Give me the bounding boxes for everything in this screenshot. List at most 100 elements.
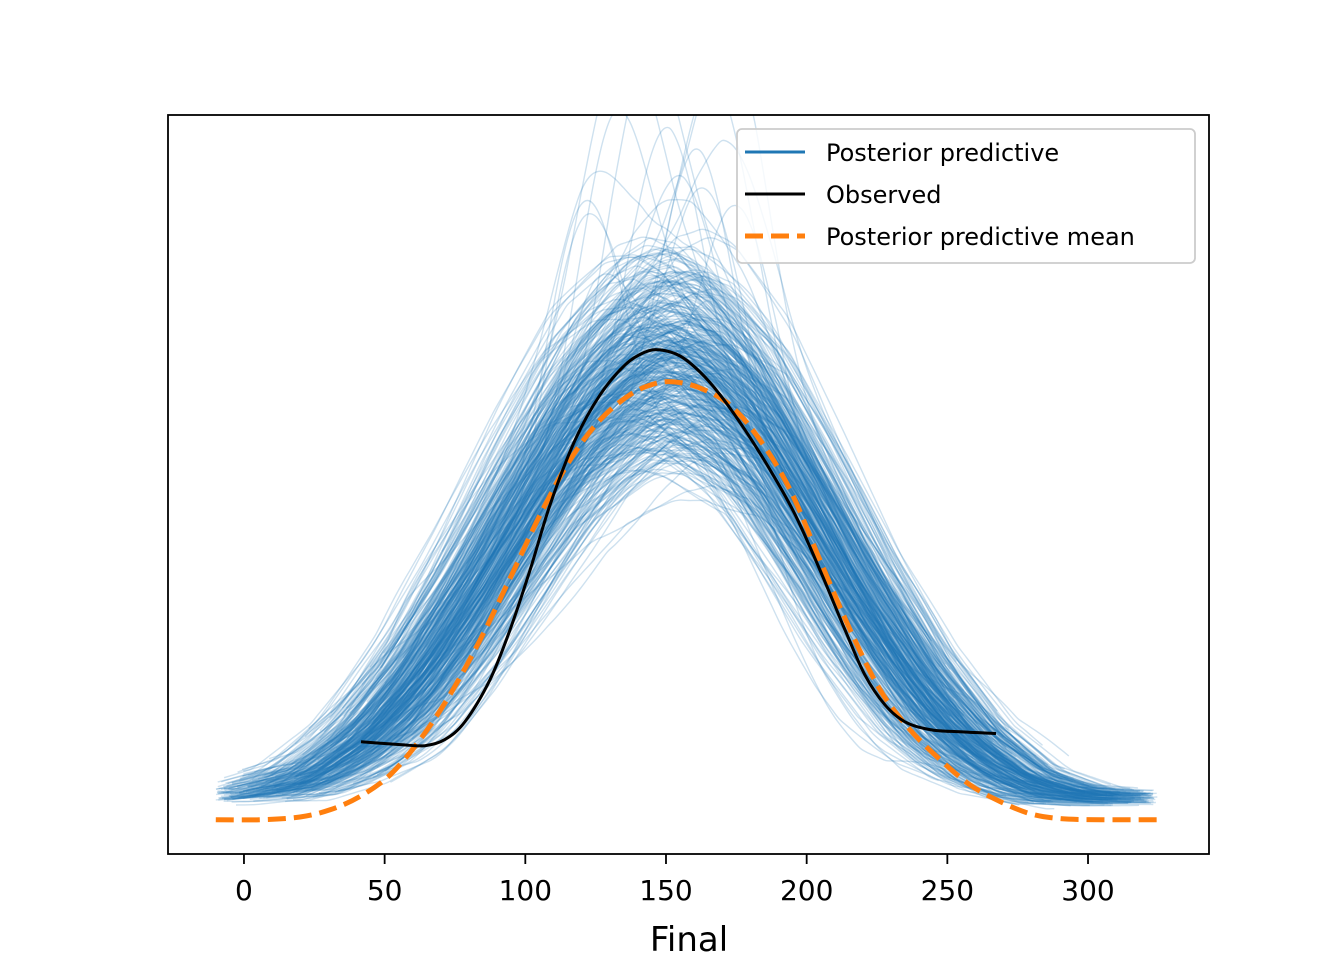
posterior-predictive-sample-curve xyxy=(329,341,1140,797)
posterior-predictive-sample-curve xyxy=(366,335,942,725)
posterior-predictive-sample-curve xyxy=(269,324,1005,782)
posterior-predictive-sample-curve xyxy=(266,470,993,799)
posterior-predictive-sample-curve xyxy=(223,429,1001,803)
posterior-predictive-sample-curve xyxy=(303,339,1013,773)
posterior-predictive-sample-curve xyxy=(252,279,1005,782)
posterior-predictive-sample-curve xyxy=(225,293,1112,796)
posterior-predictive-sample-curve xyxy=(291,376,1094,800)
legend-mean-label: Posterior predictive mean xyxy=(826,223,1135,251)
posterior-predictive-sample-curve xyxy=(363,374,947,744)
posterior-predictive-sample-curve xyxy=(367,401,1145,801)
x-tick-label: 150 xyxy=(639,874,692,907)
posterior-predictive-sample-curve xyxy=(254,287,1099,792)
posterior-predictive-sample-curve xyxy=(333,280,1094,793)
posterior-predictive-sample-curve xyxy=(390,454,1143,801)
posterior-predictive-sample-curve xyxy=(376,452,1129,804)
posterior-predictive-sample-curve xyxy=(337,372,1048,784)
posterior-predictive-sample-curve xyxy=(253,446,1132,805)
posterior-predictive-sample-curve xyxy=(346,248,1065,770)
x-tick-label: 0 xyxy=(235,874,253,907)
posterior-predictive-sample-curve xyxy=(294,199,1022,757)
posterior-predictive-sample-curve xyxy=(371,301,1073,783)
posterior-predictive-sample-curve xyxy=(298,288,958,786)
posterior-predictive-sample-curve xyxy=(232,418,1068,801)
posterior-predictive-sample-curve xyxy=(264,302,957,778)
posterior-predictive-sample-curve xyxy=(321,228,1133,790)
posterior-predictive-sample-curve xyxy=(334,377,1045,790)
posterior-predictive-sample-curve xyxy=(329,249,1107,789)
posterior-predictive-sample-curve xyxy=(425,303,942,684)
posterior-predictive-sample-curve xyxy=(304,374,1116,799)
posterior-predictive-sample-curve xyxy=(297,356,1041,789)
posterior-predictive-sample-curve xyxy=(385,358,1037,759)
posterior-predictive-sample-curve xyxy=(291,382,1044,789)
posterior-predictive-sample-curve xyxy=(254,443,939,797)
posterior-predictive-sample-curve xyxy=(275,402,1044,797)
posterior-predictive-sample-curve xyxy=(223,271,1068,789)
posterior-predictive-sample-curve xyxy=(339,375,1109,801)
posterior-predictive-sample-curve xyxy=(388,273,998,712)
posterior-predictive-sample-curve xyxy=(335,364,979,756)
posterior-predictive-sample-curve xyxy=(316,442,1110,803)
posterior-predictive-sample-curve xyxy=(349,329,1119,792)
posterior-predictive-sample-curve xyxy=(343,284,1121,793)
posterior-predictive-sample-curve xyxy=(258,336,961,787)
posterior-predictive-sample-curve xyxy=(367,271,1002,741)
posterior-predictive-sample-curve xyxy=(362,318,1056,774)
posterior-predictive-sample-curve xyxy=(395,397,1139,801)
posterior-predictive-sample-curve xyxy=(308,389,1069,794)
posterior-predictive-sample-curve xyxy=(255,399,1134,802)
posterior-predictive-sample-curve xyxy=(320,369,1056,787)
posterior-predictive-sample-curve xyxy=(264,316,1008,776)
posterior-predictive-sample-curve xyxy=(222,126,974,799)
posterior-predictive-sample-curve xyxy=(299,330,1001,777)
posterior-predictive-sample-curve xyxy=(321,415,990,788)
posterior-predictive-sample-curve xyxy=(243,298,937,775)
posterior-predictive-sample-curve xyxy=(243,298,1130,796)
posterior-predictive-sample-curve xyxy=(223,349,1044,796)
x-tick-label: 100 xyxy=(499,874,552,907)
posterior-predictive-sample-curve xyxy=(368,313,1146,795)
posterior-predictive-sample-curve xyxy=(390,364,1117,795)
posterior-predictive-sample-curve xyxy=(224,394,951,801)
posterior-predictive-sample-curve xyxy=(333,380,1145,799)
posterior-predictive-sample-curve xyxy=(410,388,1045,794)
posterior-predictive-sample-curve xyxy=(274,333,1086,795)
posterior-predictive-sample-curve xyxy=(215,420,951,796)
posterior-predictive-sample-curve xyxy=(383,244,1051,783)
legend-observed-label: Observed xyxy=(826,181,941,209)
posterior-predictive-sample-curve xyxy=(294,396,1005,790)
posterior-predictive-sample-curve xyxy=(268,323,1113,793)
posterior-predictive-sample-curve xyxy=(292,375,1019,791)
posterior-predictive-sample-curve xyxy=(398,408,1083,801)
posterior-predictive-sample-curve xyxy=(335,335,1138,797)
posterior-predictive-sample-curve xyxy=(295,319,1090,787)
legend-posterior-predictive-label: Posterior predictive xyxy=(826,139,1059,167)
posterior-predictive-sample-curve xyxy=(223,139,1010,790)
posterior-predictive-sample-curve xyxy=(375,459,1035,804)
posterior-predictive-sample-curve xyxy=(288,398,1032,788)
posterior-predictive-sample-curve xyxy=(239,400,1084,796)
posterior-predictive-sample-curve xyxy=(252,419,1055,797)
posterior-predictive-sample-curve xyxy=(255,377,999,790)
posterior-predictive-sample-curve xyxy=(217,370,1121,800)
posterior-predictive-sample-curve xyxy=(377,355,1020,785)
posterior-predictive-sample-curve xyxy=(239,273,1042,794)
posterior-predictive-sample-curve xyxy=(276,387,1155,799)
posterior-predictive-sample-curve xyxy=(312,418,1098,798)
posterior-predictive-sample-curve xyxy=(324,291,1111,793)
posterior-predictive-sample-curve xyxy=(234,320,1021,794)
posterior-predictive-sample-curve xyxy=(441,359,1042,795)
x-tick-label: 50 xyxy=(367,874,403,907)
posterior-predictive-sample-curve xyxy=(265,349,1110,798)
posterior-predictive-sample-curve xyxy=(410,278,1154,791)
posterior-predictive-sample-curve xyxy=(231,452,992,803)
posterior-predictive-sample-curve xyxy=(230,418,941,796)
posterior-predictive-sample-curve xyxy=(242,392,1003,792)
posterior-predictive-sample-curve xyxy=(330,339,1075,791)
posterior-predictive-sample-curve xyxy=(274,357,984,787)
posterior-predictive-sample-curve xyxy=(355,295,1150,797)
posterior-predictive-sample-curve xyxy=(367,355,1044,785)
posterior-predictive-sample-curve xyxy=(269,340,1098,796)
posterior-predictive-sample-curve xyxy=(237,339,998,798)
